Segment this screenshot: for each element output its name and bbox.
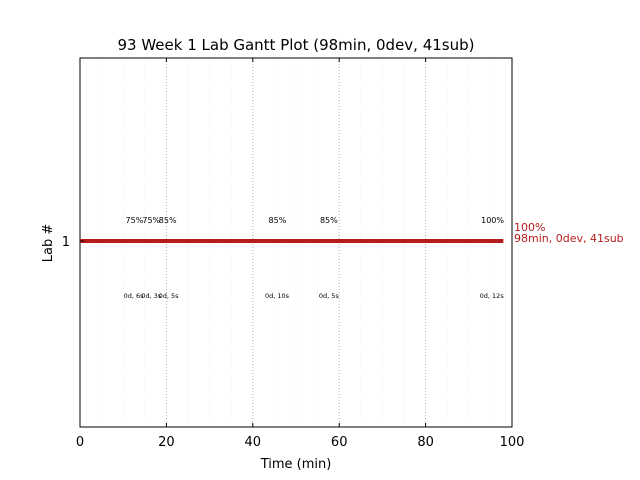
timing-annotation: 0d, 6s — [124, 292, 145, 300]
score-annotation: 75% — [126, 216, 144, 225]
x-tick-label: 60 — [331, 435, 348, 450]
score-annotation: 100% — [481, 216, 504, 225]
x-axis: 0 20 40 60 80 100 — [76, 58, 525, 450]
x-tick-label: 0 — [76, 435, 84, 450]
chart-title: 93 Week 1 Lab Gantt Plot (98min, 0dev, 4… — [117, 36, 474, 54]
timing-annotation: 0d, 3s — [141, 292, 162, 300]
timing-annotation: 0d, 10s — [265, 292, 290, 300]
y-tick-label: 1 — [62, 235, 70, 250]
timing-annotation: 0d, 5s — [159, 292, 180, 300]
timing-annotation: 0d, 12s — [480, 292, 505, 300]
x-axis-label: Time (min) — [260, 457, 332, 472]
bar-end-label-summary: 98min, 0dev, 41sub — [514, 232, 624, 245]
x-tick-label: 100 — [500, 435, 525, 450]
score-annotation: 85% — [269, 216, 287, 225]
score-annotation: 85% — [320, 216, 338, 225]
x-tick-label: 20 — [158, 435, 175, 450]
x-tick-label: 40 — [245, 435, 262, 450]
y-axis-label: Lab # — [41, 224, 56, 263]
timing-annotation: 0d, 5s — [319, 292, 340, 300]
bar-end-label-percent: 100% — [514, 221, 545, 234]
y-axis: 1 — [62, 235, 84, 250]
score-annotation: 75% — [142, 216, 160, 225]
score-annotation: 85% — [159, 216, 177, 225]
bar-layer: 100%98min, 0dev, 41sub — [80, 221, 624, 245]
x-tick-label: 80 — [417, 435, 434, 450]
